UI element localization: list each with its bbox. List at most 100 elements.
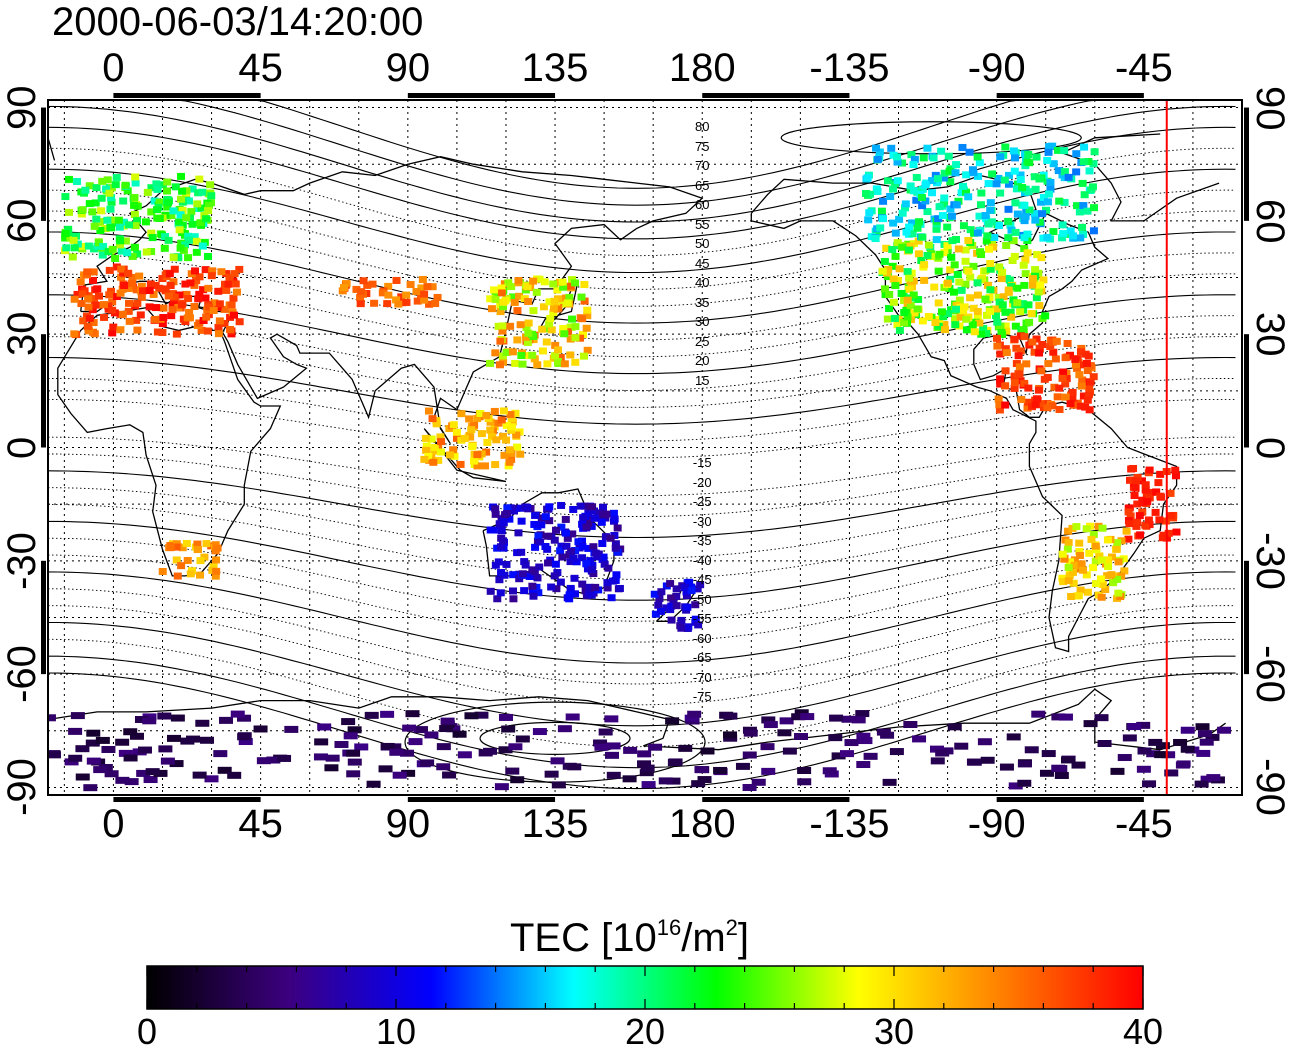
tec-cell — [982, 237, 991, 245]
coastlines — [48, 133, 1226, 751]
tec-cell — [134, 716, 149, 724]
tec-cell — [187, 208, 196, 216]
tec-cell — [172, 543, 181, 551]
tec-cell — [582, 523, 591, 531]
tec-cell — [1171, 472, 1180, 480]
tec-cell — [505, 515, 514, 523]
tec-cell — [103, 176, 112, 184]
tec-cell — [508, 418, 517, 426]
tec-cell — [130, 194, 139, 202]
tec-cell — [1035, 175, 1044, 183]
tec-cell — [951, 305, 960, 313]
tec-cell — [1125, 520, 1134, 528]
tec-cell — [402, 724, 417, 732]
tec-cell — [910, 309, 919, 317]
tec-cell — [100, 313, 109, 321]
tec-cell — [514, 529, 523, 537]
tec-cell — [1142, 490, 1151, 498]
tec-cell — [214, 330, 223, 338]
tec-cell — [146, 280, 155, 288]
tec-cell — [169, 253, 178, 261]
tec-cell — [352, 285, 361, 293]
tec-cell — [497, 569, 506, 577]
tec-cell — [1033, 395, 1042, 403]
tec-cell — [691, 601, 700, 609]
tec-cell — [65, 208, 74, 216]
tec-cell — [1010, 154, 1019, 162]
lat-tick-right: 0 — [1248, 436, 1292, 459]
tec-cell — [996, 322, 1005, 330]
tec-cell — [841, 715, 856, 723]
tec-cell — [213, 544, 222, 552]
tec-cell — [193, 540, 202, 548]
tec-cell — [98, 251, 107, 259]
tec-cell — [166, 282, 175, 290]
tec-cell — [544, 770, 559, 778]
tec-cell — [505, 767, 520, 775]
tec-cell — [952, 235, 961, 243]
tec-cell — [537, 514, 546, 522]
tec-cell — [235, 318, 244, 326]
tec-cell — [951, 321, 960, 329]
tec-cell — [83, 322, 92, 330]
tec-cell — [905, 223, 914, 231]
tec-cell — [436, 763, 451, 771]
tec-cell — [1025, 318, 1034, 326]
tec-cell — [1041, 750, 1056, 758]
tec-cell — [501, 725, 516, 733]
tec-cell — [828, 734, 843, 742]
tec-cell — [1001, 308, 1010, 316]
tec-cell — [882, 269, 891, 277]
tec-cell — [363, 281, 372, 289]
tec-cell — [195, 319, 204, 327]
tec-cell — [879, 215, 888, 223]
tec-cell — [1107, 571, 1116, 579]
tec-cell — [99, 243, 108, 251]
tec-cell — [207, 192, 216, 200]
tec-cell — [486, 526, 495, 534]
tec-cell — [888, 245, 897, 253]
tec-cell — [158, 181, 167, 189]
tec-cell — [460, 434, 469, 442]
tec-cell — [576, 334, 585, 342]
tec-cell — [1145, 494, 1154, 502]
tec-cell — [159, 313, 168, 321]
tec-cell — [497, 416, 506, 424]
contour-value-label: 65 — [695, 177, 710, 193]
tec-cell — [1076, 348, 1085, 356]
tec-cell — [579, 331, 588, 339]
tec-cell — [1064, 527, 1073, 535]
tec-cell — [907, 269, 916, 277]
tec-cell — [77, 300, 86, 308]
tec-cell — [111, 181, 120, 189]
tec-cell — [1037, 254, 1046, 262]
tec-cell — [1054, 771, 1069, 779]
tec-cell — [986, 206, 995, 214]
contour-value-label: -40 — [692, 552, 712, 568]
tec-cell — [1199, 738, 1214, 746]
tec-cell — [943, 310, 952, 318]
tec-cell — [1096, 575, 1105, 583]
contour-line — [48, 588, 1236, 685]
contour-line — [48, 621, 1236, 727]
tec-cell — [83, 268, 92, 276]
tec-cell — [480, 462, 489, 470]
tec-cell — [325, 754, 340, 762]
tec-cell — [1020, 379, 1029, 387]
tec-cell — [545, 320, 554, 328]
tec-cell — [1024, 746, 1039, 754]
tec-cell — [164, 292, 173, 300]
tec-cell — [175, 218, 184, 226]
tec-cell — [90, 295, 99, 303]
tec-cell — [490, 407, 499, 415]
tec-cell — [538, 347, 547, 355]
tec-cell — [851, 716, 866, 724]
tec-cell — [585, 516, 594, 524]
tec-cell — [401, 769, 416, 777]
tec-cell — [78, 206, 87, 214]
tec-cell — [1002, 327, 1011, 335]
tec-cell — [1060, 198, 1069, 206]
contour-value-label: -35 — [692, 533, 712, 548]
tec-cell — [217, 766, 232, 774]
tec-cell — [1137, 477, 1146, 485]
